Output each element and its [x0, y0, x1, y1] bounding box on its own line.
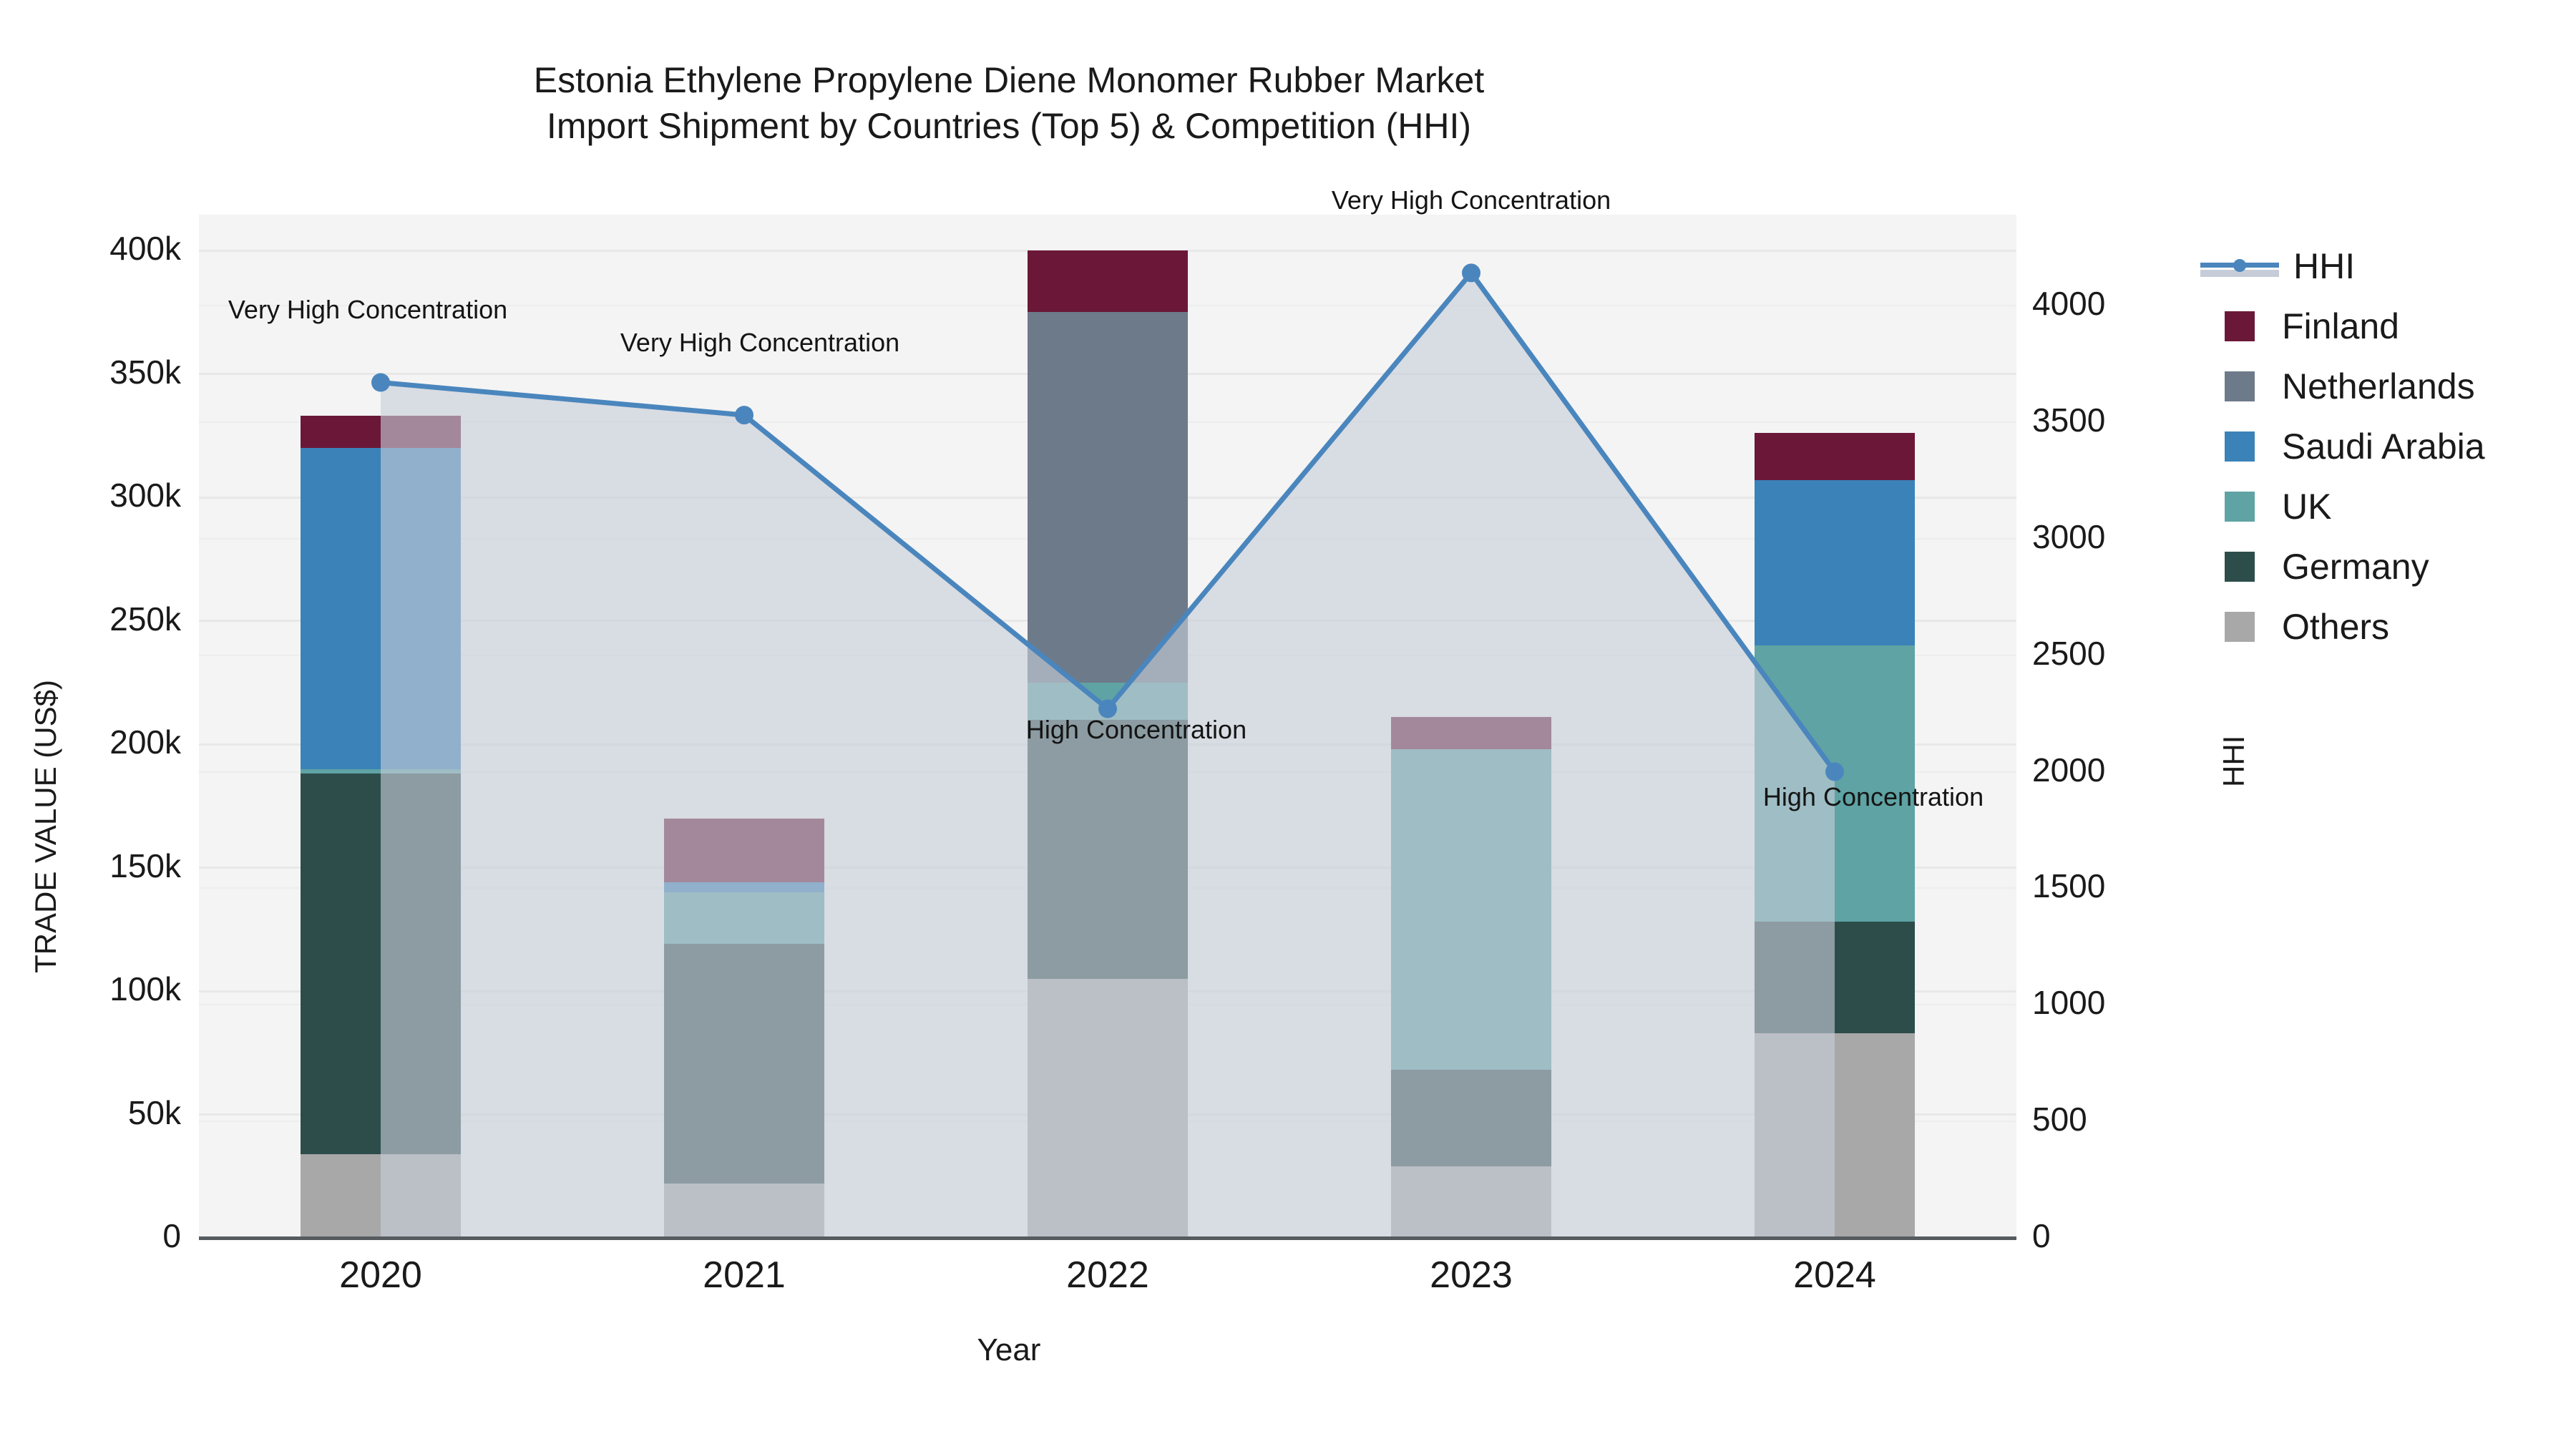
x-axis-tick-label: 2021: [703, 1254, 786, 1296]
bar-segment[interactable]: [1391, 717, 1551, 749]
chart-title-line1: Estonia Ethylene Propylene Diene Monomer…: [533, 60, 1485, 100]
hhi-concentration-annotation: High Concentration: [1762, 781, 1984, 811]
legend-item[interactable]: Saudi Arabia: [2200, 416, 2485, 477]
legend-color-swatch: [2225, 311, 2255, 341]
legend-item-label: HHI: [2293, 246, 2356, 286]
bar-segment[interactable]: [301, 1153, 461, 1238]
y-axis-right-tick-label: 500: [2032, 1101, 2087, 1138]
bar-segment[interactable]: [1391, 748, 1551, 1070]
legend-item-label: Others: [2282, 607, 2390, 647]
x-axis-title: Year: [977, 1332, 1041, 1367]
y-axis-right-title: HHI: [2217, 735, 2250, 787]
bar-segment[interactable]: [301, 774, 461, 1154]
bar-segment[interactable]: [301, 448, 461, 769]
legend-color-swatch: [2225, 371, 2255, 401]
x-axis-tick-label: 2024: [1793, 1254, 1876, 1296]
bar-segment[interactable]: [664, 892, 824, 945]
bar-stack[interactable]: [1755, 215, 1915, 1238]
y-axis-left-tick-label: 350k: [109, 353, 181, 391]
y-axis-left-title: TRADE VALUE (US$): [29, 680, 62, 973]
legend-item[interactable]: UK: [2200, 477, 2485, 537]
y-axis-right-tick-label: 2000: [2032, 751, 2106, 789]
x-axis-line: [199, 1236, 2016, 1240]
bar-segment[interactable]: [1028, 719, 1188, 979]
bar-segment[interactable]: [1755, 479, 1915, 645]
bar-stack[interactable]: [1391, 215, 1551, 1238]
legend-color-swatch: [2225, 552, 2255, 582]
chart-title: Estonia Ethylene Propylene Diene Monomer…: [0, 57, 2018, 149]
legend-color-swatch: [2225, 612, 2255, 642]
hhi-concentration-annotation: Very High Concentration: [620, 328, 900, 358]
y-axis-right-tick-label: 2500: [2032, 634, 2106, 672]
y-axis-right-tick-label: 1000: [2032, 984, 2106, 1022]
legend-item-label: Saudi Arabia: [2282, 426, 2485, 467]
bar-segment[interactable]: [1755, 433, 1915, 480]
chart-title-line2: Import Shipment by Countries (Top 5) & C…: [546, 106, 1472, 146]
bar-segment[interactable]: [1028, 250, 1188, 313]
bar-segment[interactable]: [301, 769, 461, 774]
legend-color-swatch: [2225, 492, 2255, 522]
hhi-concentration-annotation: Very High Concentration: [1331, 185, 1611, 215]
legend-marker-dot: [2233, 259, 2246, 272]
legend-area-band: [2200, 270, 2279, 277]
y-axis-left-tick-label: 300k: [109, 477, 181, 514]
legend-color-swatch: [2225, 431, 2255, 462]
legend-item-label: UK: [2282, 487, 2332, 527]
legend-item[interactable]: Finland: [2200, 296, 2485, 356]
bar-stack[interactable]: [301, 215, 461, 1238]
legend-line-swatch: [2200, 251, 2279, 281]
x-axis-tick-label: 2020: [339, 1254, 422, 1296]
y-axis-right-tick-label: 3000: [2032, 517, 2106, 555]
legend-item-label: Germany: [2282, 547, 2429, 587]
legend-item[interactable]: Others: [2200, 597, 2485, 657]
y-axis-left-tick-label: 50k: [127, 1093, 181, 1131]
bar-segment[interactable]: [1391, 1166, 1551, 1238]
y-axis-left-tick-label: 0: [162, 1217, 181, 1254]
y-axis-left-tick-label: 400k: [109, 230, 181, 267]
y-axis-left-tick-label: 150k: [109, 847, 181, 884]
legend-item-label: Finland: [2282, 306, 2399, 346]
y-axis-left-tick-label: 200k: [109, 723, 181, 761]
x-axis-tick-label: 2023: [1430, 1254, 1513, 1296]
y-axis-left-tick-label: 100k: [109, 970, 181, 1008]
y-axis-right-tick-label: 1500: [2032, 867, 2106, 905]
legend-item[interactable]: HHI: [2200, 236, 2485, 296]
y-axis-right-tick-label: 4000: [2032, 285, 2106, 322]
bar-segment[interactable]: [664, 944, 824, 1184]
bar-segment[interactable]: [301, 416, 461, 448]
legend-item-label: Netherlands: [2282, 366, 2475, 406]
chart-legend: HHI Finland Netherlands Saudi Arabia UK Germa…: [2200, 236, 2485, 657]
bar-segment[interactable]: [664, 882, 824, 892]
x-axis-tick-label: 2022: [1066, 1254, 1149, 1296]
bar-segment[interactable]: [1755, 922, 1915, 1033]
y-axis-left-tick-label: 250k: [109, 600, 181, 638]
bar-segment[interactable]: [1755, 1033, 1915, 1238]
bar-stack[interactable]: [664, 215, 824, 1238]
legend-item[interactable]: Netherlands: [2200, 356, 2485, 416]
bar-segment[interactable]: [1391, 1070, 1551, 1166]
bar-segment[interactable]: [1028, 312, 1188, 683]
hhi-concentration-annotation: High Concentration: [1025, 714, 1247, 744]
bar-segment[interactable]: [1028, 978, 1188, 1238]
legend-item[interactable]: Germany: [2200, 537, 2485, 597]
y-axis-right-tick-label: 0: [2032, 1217, 2051, 1254]
bar-segment[interactable]: [664, 1184, 824, 1238]
y-axis-right-tick-label: 3500: [2032, 401, 2106, 439]
bar-segment[interactable]: [664, 818, 824, 883]
hhi-concentration-annotation: Very High Concentration: [228, 295, 508, 325]
